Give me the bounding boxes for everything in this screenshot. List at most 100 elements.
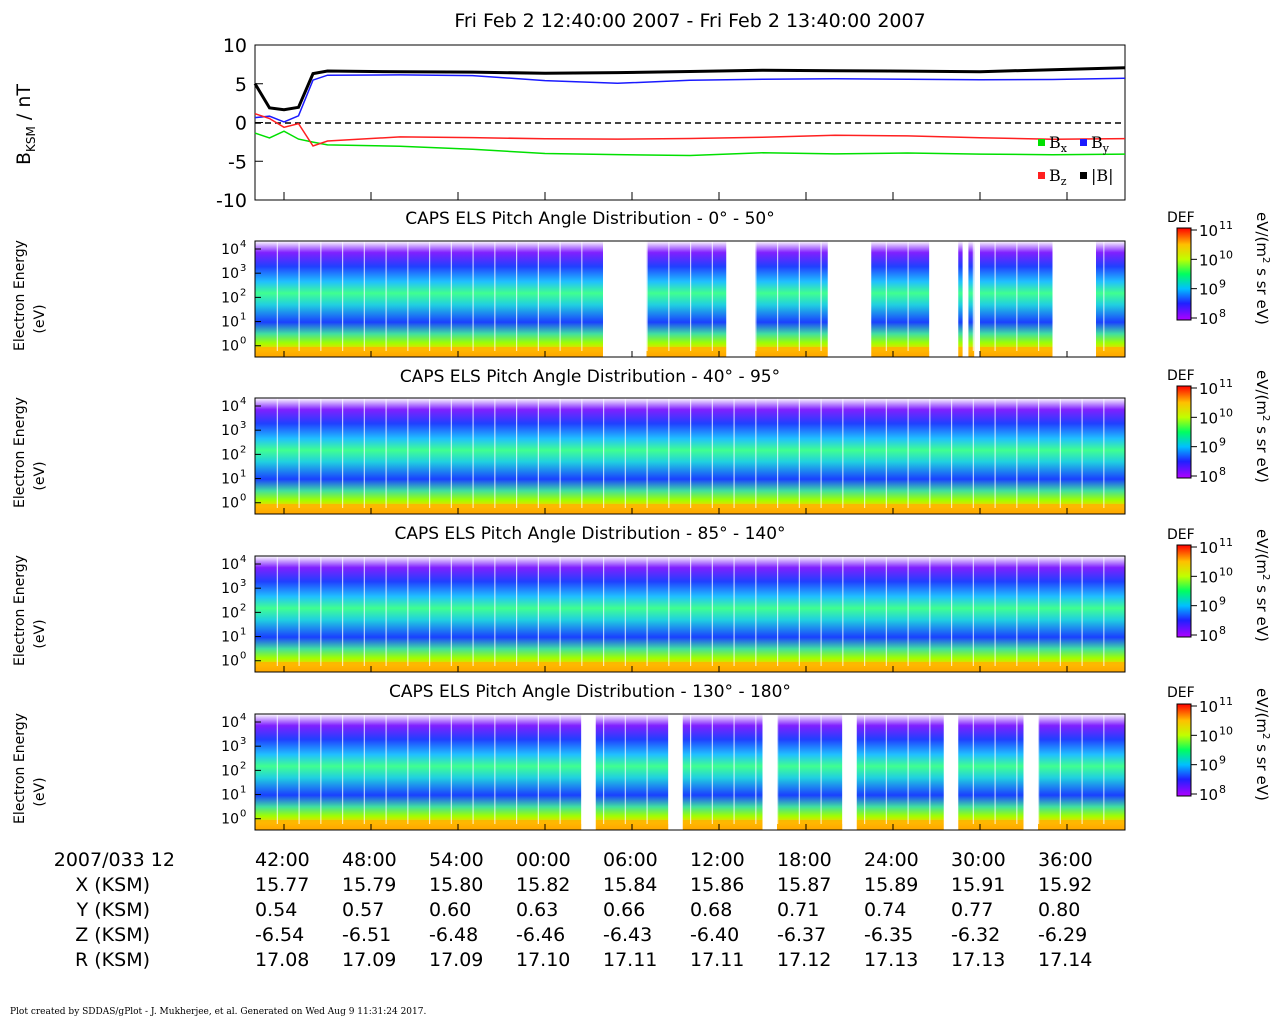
ephemeris-value: 15.86 xyxy=(690,874,745,896)
heatmap-ytick-exp: 4 xyxy=(240,239,246,250)
heatmap-stripe xyxy=(429,398,431,508)
ephemeris-value: 54:00 xyxy=(429,849,484,871)
heatmap-stripe xyxy=(951,556,953,666)
heatmap-stripe xyxy=(494,398,496,508)
heatmap-ytick-label: 10 xyxy=(221,630,239,646)
heatmap-stripe xyxy=(429,714,431,824)
heatmap-stripe xyxy=(646,556,648,666)
colorbar-tick-exp: 11 xyxy=(1219,219,1233,232)
heatmap-stripe xyxy=(864,556,866,666)
heatmap-stripe xyxy=(363,556,365,666)
heatmap-lowband xyxy=(255,662,1125,672)
series-by xyxy=(254,74,1126,123)
heatmap-stripe xyxy=(755,398,757,508)
ephemeris-value: 17.08 xyxy=(255,949,310,971)
heatmap-stripe xyxy=(711,556,713,666)
heatmap-stripe xyxy=(537,241,539,351)
colorbar-tick-label: 10 xyxy=(1199,539,1218,557)
colorbar-tick-label: 10 xyxy=(1199,409,1218,427)
bfield-ytick-label: -5 xyxy=(228,151,247,173)
colorbar-title: DEF xyxy=(1167,368,1195,384)
ephemeris-value: -6.35 xyxy=(864,924,914,946)
ephemeris-value: 00:00 xyxy=(516,849,571,871)
heatmap-stripe xyxy=(755,556,757,666)
heatmap-stripe xyxy=(363,714,365,824)
colorbar-tick-label: 10 xyxy=(1199,468,1218,486)
heatmap-ytick-exp: 0 xyxy=(240,809,246,820)
heatmap-panels: CAPS ELS Pitch Angle Distribution - 0° -… xyxy=(12,209,1271,831)
heatmap-stripe xyxy=(363,398,365,508)
heatmap-ytick-label: 10 xyxy=(221,715,239,731)
bfield-ylabel: BKSM / nT xyxy=(13,84,38,165)
heatmap-title: CAPS ELS Pitch Angle Distribution - 0° -… xyxy=(405,209,774,229)
ephemeris-value: 15.80 xyxy=(429,874,484,896)
heatmap-stripe xyxy=(733,398,735,508)
heatmap-stripe xyxy=(342,398,344,508)
heatmap-stripe xyxy=(777,714,779,824)
heatmap-stripe xyxy=(559,241,561,351)
colorbar-tick-exp: 8 xyxy=(1219,783,1226,796)
heatmap-gap xyxy=(1052,241,1096,357)
ephemeris-value: 17.09 xyxy=(342,949,397,971)
colorbar-tick-exp: 10 xyxy=(1219,565,1233,578)
heatmap-stripe xyxy=(581,241,583,351)
colorbar-unit: eV/(m2 s sr eV) xyxy=(1253,370,1271,483)
heatmap-ylabel: Electron Energy xyxy=(12,240,28,351)
heatmap-ytick-exp: 0 xyxy=(240,336,246,347)
colorbar xyxy=(1176,227,1192,321)
heatmap-stripe xyxy=(450,714,452,824)
heatmap-stripe xyxy=(624,398,626,508)
heatmap-yunit: (eV) xyxy=(32,304,48,333)
heatmap-stripe xyxy=(690,398,692,508)
heatmap-stripe xyxy=(711,241,713,351)
ephemeris-label: R (KSM) xyxy=(75,949,150,971)
heatmap-stripe xyxy=(516,556,518,666)
heatmap-stripe xyxy=(494,556,496,666)
heatmap-stripe xyxy=(385,241,387,351)
ephemeris-value: 0.77 xyxy=(951,899,994,921)
ephemeris-value: 0.66 xyxy=(603,899,646,921)
colorbar-title: DEF xyxy=(1167,527,1195,543)
heatmap-gap xyxy=(842,714,857,830)
heatmap-title: CAPS ELS Pitch Angle Distribution - 130°… xyxy=(389,682,791,702)
heatmap-stripe xyxy=(994,556,996,666)
heatmap-stripe xyxy=(1016,241,1018,351)
heatmap-ytick-label: 10 xyxy=(221,242,239,258)
ephemeris-value: 15.77 xyxy=(255,874,310,896)
heatmap-stripe xyxy=(1059,398,1061,508)
heatmap-stripe xyxy=(385,556,387,666)
legend-bx: Bx xyxy=(1049,133,1068,155)
heatmap-stripe xyxy=(1016,556,1018,666)
bfield-ytick-label: -10 xyxy=(216,190,247,212)
heatmap-stripe xyxy=(407,714,409,824)
heatmap-ytick-exp: 1 xyxy=(240,627,246,638)
ephemeris-value: -6.40 xyxy=(690,924,740,946)
legend-bz: Bz xyxy=(1049,166,1067,188)
heatmap-stripe xyxy=(798,241,800,351)
heatmap-stripe xyxy=(1016,714,1018,824)
heatmap-stripe xyxy=(407,398,409,508)
heatmap-ytick-label: 10 xyxy=(221,496,239,512)
ephemeris-value: 0.63 xyxy=(516,899,559,921)
heatmap-stripe xyxy=(842,398,844,508)
heatmap-ytick-exp: 3 xyxy=(240,263,246,274)
heatmap-stripe xyxy=(755,714,757,824)
footer-credit: Plot created by SDDAS/gPlot - J. Mukherj… xyxy=(10,1007,427,1017)
heatmap-frame xyxy=(254,555,1126,673)
ephemeris-value: 17.09 xyxy=(429,949,484,971)
heatmap-stripe xyxy=(559,714,561,824)
ephemeris-value: 15.87 xyxy=(777,874,832,896)
colorbar-tick-exp: 11 xyxy=(1219,536,1233,549)
heatmap-gap xyxy=(1139,241,1162,357)
heatmap-ytick-exp: 3 xyxy=(240,578,246,589)
ephemeris-value: 15.92 xyxy=(1038,874,1093,896)
heatmap-stripe xyxy=(516,714,518,824)
heatmap-stripe xyxy=(624,714,626,824)
heatmap-frame xyxy=(254,397,1126,515)
legend-bx-swatch xyxy=(1038,139,1045,146)
heatmap-stripe xyxy=(907,398,909,508)
heatmap-stripe xyxy=(929,556,931,666)
heatmap-stripe xyxy=(1059,556,1061,666)
heatmap-stripe xyxy=(320,241,322,351)
heatmap-ytick-label: 10 xyxy=(221,266,239,282)
